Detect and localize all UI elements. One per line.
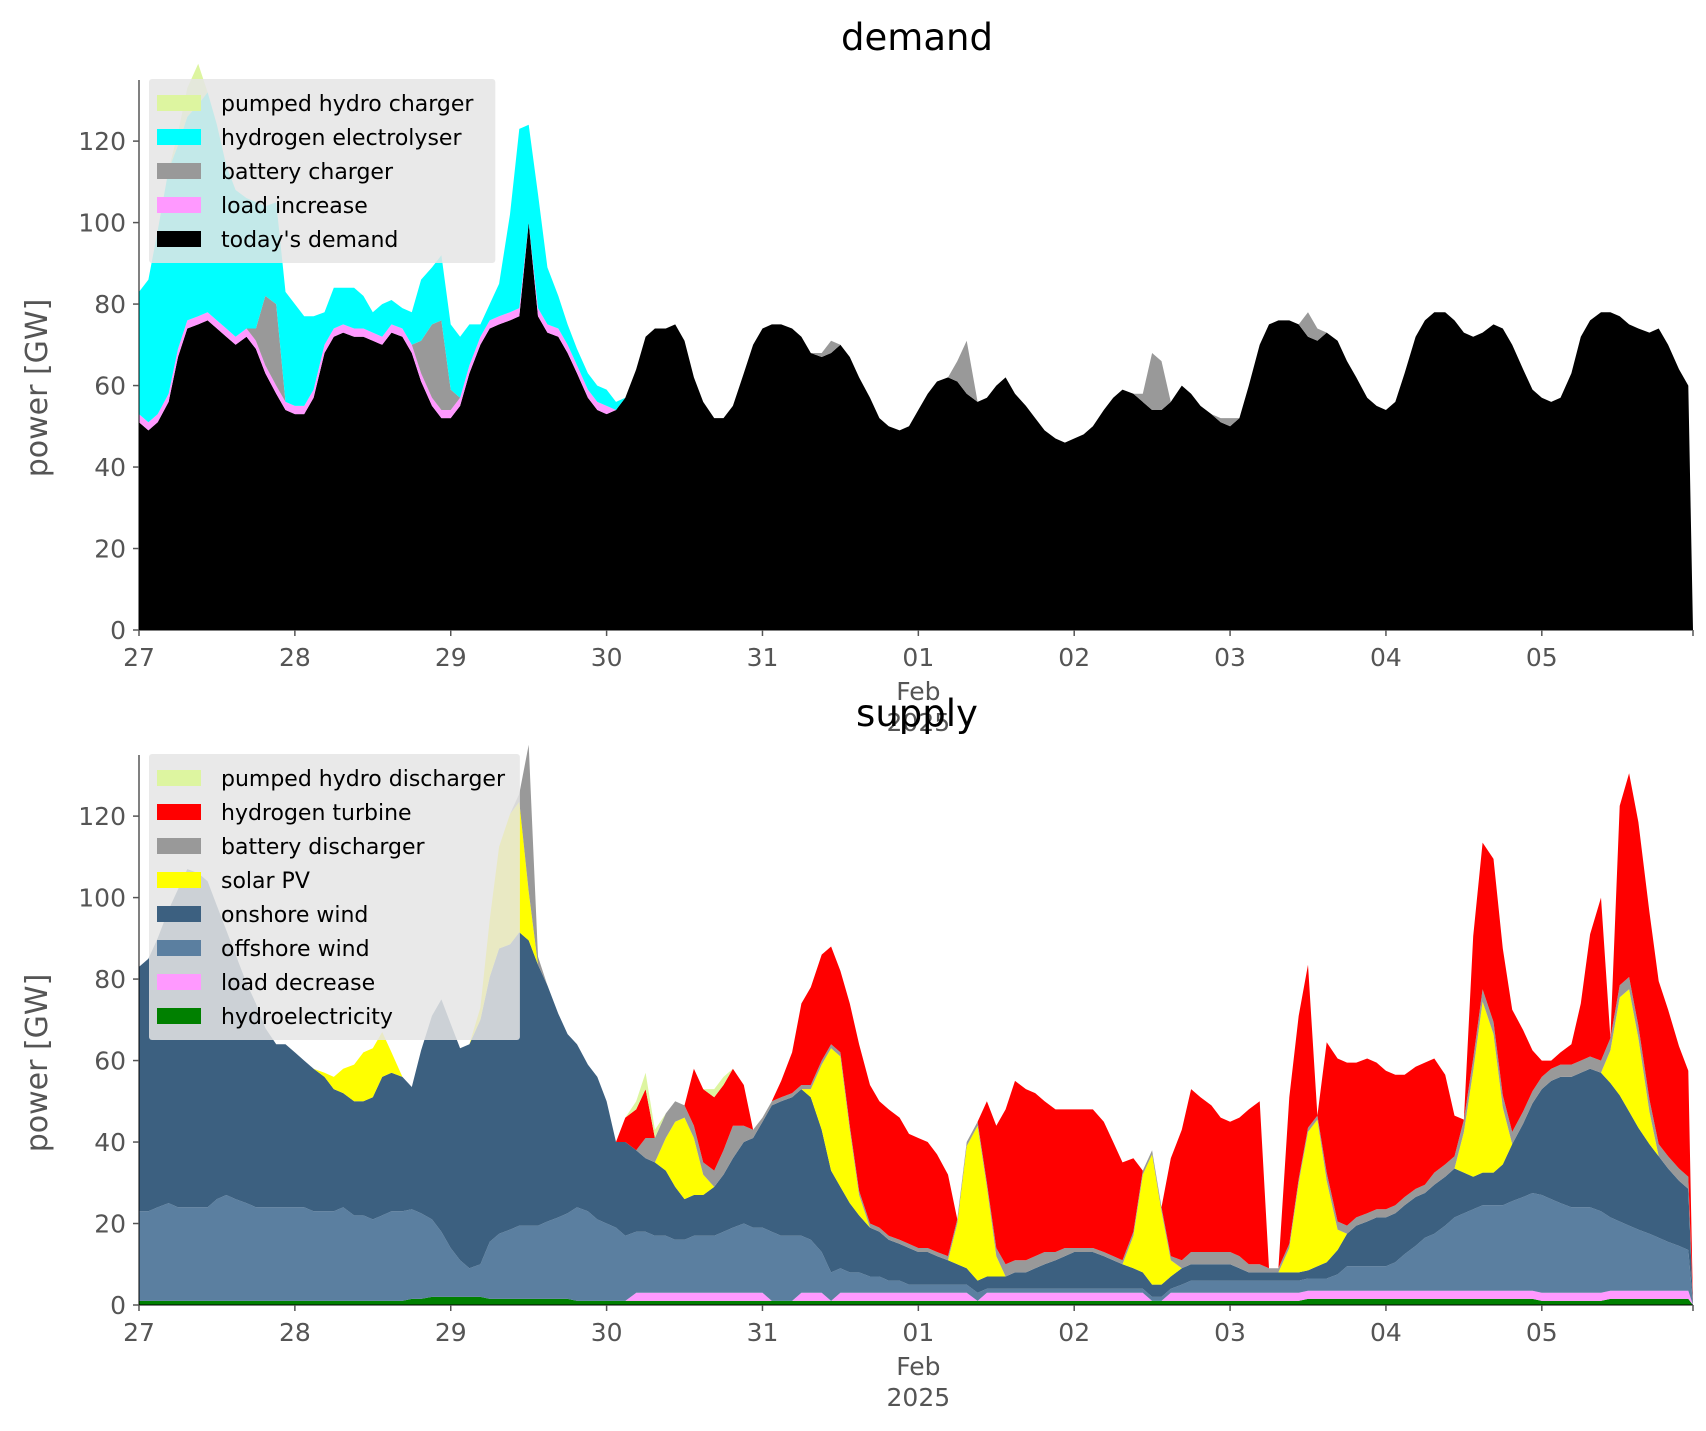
supply-legend-swatch-onshore-wind xyxy=(157,906,201,922)
demand-title: demand xyxy=(841,16,993,59)
supply-legend-swatch-load-decrease xyxy=(157,974,201,990)
supply-legend-label-load-decrease: load decrease xyxy=(221,971,375,996)
demand-legend-swatch-load-increase xyxy=(157,197,201,213)
supply-x-tick-label: 02 xyxy=(1058,1318,1090,1347)
supply-legend-label-pumped-hydro-discharger: pumped hydro discharger xyxy=(221,767,506,792)
supply-y-tick-label: 100 xyxy=(78,884,126,913)
demand-area-today-s-demand xyxy=(139,222,1693,630)
supply-x-tick-label: 04 xyxy=(1370,1318,1402,1347)
supply-y-tick-label: 20 xyxy=(94,1210,126,1239)
supply-x-tick-label: 01 xyxy=(902,1318,934,1347)
supply-x-date-label: Feb xyxy=(896,1352,940,1381)
demand-legend-swatch-pumped-hydro-charger xyxy=(157,95,201,111)
supply-stacked-areas xyxy=(139,744,1693,1305)
supply-x-tick-label: 30 xyxy=(591,1318,623,1347)
supply-y-tick-label: 80 xyxy=(94,965,126,994)
demand-axes: 0 20 40 60 80 100 120 27 28 29 30 31 01 02 03 04 05 Feb20… xyxy=(78,80,1694,737)
supply-legend-label-onshore-wind: onshore wind xyxy=(221,903,368,928)
supply-area-load-decrease xyxy=(139,1290,1693,1305)
supply-area-offshore-wind xyxy=(139,1193,1693,1305)
supply-legend-swatch-offshore-wind xyxy=(157,940,201,956)
demand-y-tick-label: 80 xyxy=(94,290,126,319)
demand-area-hydrogen-electrolyser xyxy=(139,92,1693,630)
supply-legend-swatch-hydroelectricity xyxy=(157,1008,201,1024)
supply-area-hydrogen-turbine xyxy=(139,744,1693,1305)
supply-legend-label-solar-pv: solar PV xyxy=(221,869,310,894)
supply-legend-label-hydrogen-turbine: hydrogen turbine xyxy=(221,801,412,826)
supply-y-tick-label: 0 xyxy=(110,1291,126,1320)
supply-y-tick-label: 120 xyxy=(78,802,126,831)
demand-legend-swatch-hydrogen-electrolyser xyxy=(157,129,201,145)
supply-x-tick-label: 05 xyxy=(1526,1318,1558,1347)
demand-legend-label-battery-charger: battery charger xyxy=(221,160,394,185)
demand-y-tick-label: 120 xyxy=(78,127,126,156)
demand-legend-swatch-today-s-demand xyxy=(157,231,201,247)
supply-y-axis-label: power [GW] xyxy=(20,974,55,1153)
demand-legend: pumped hydro charger hydrogen electrolyse… xyxy=(149,79,496,263)
demand-y-tick-label: 60 xyxy=(94,372,126,401)
demand-x-tick-label: 04 xyxy=(1370,643,1402,672)
supply-legend: pumped hydro discharger hydrogen turbine b… xyxy=(149,754,520,1040)
demand-legend-label-pumped-hydro-charger: pumped hydro charger xyxy=(221,92,474,117)
demand-x-tick-label: 05 xyxy=(1526,643,1558,672)
supply-area-solar-pv xyxy=(139,801,1693,1305)
supply-x-tick-label: 31 xyxy=(747,1318,779,1347)
supply-x-tick-label: 29 xyxy=(435,1318,467,1347)
demand-x-tick-label: 01 xyxy=(902,643,934,672)
demand-x-tick-label: 30 xyxy=(591,643,623,672)
supply-axes: 0 20 40 60 80 100 120 27 28 29 30 31 01 02 03 04 05 Feb20… xyxy=(78,755,1694,1412)
demand-y-tick-label: 0 xyxy=(110,616,126,645)
supply-x-tick-label: 28 xyxy=(279,1318,311,1347)
demand-x-tick-label: 03 xyxy=(1214,643,1246,672)
supply-y-tick-label: 40 xyxy=(94,1128,126,1157)
demand-y-tick-label: 100 xyxy=(78,209,126,238)
supply-legend-swatch-solar-pv xyxy=(157,872,201,888)
demand-x-date-label: Feb xyxy=(896,677,940,706)
demand-x-date-label: 2025 xyxy=(887,708,951,737)
supply-legend-box xyxy=(149,754,520,1040)
supply-x-tick-label: 03 xyxy=(1214,1318,1246,1347)
supply-x-date-label: 2025 xyxy=(887,1383,951,1412)
demand-legend-swatch-battery-charger xyxy=(157,163,201,179)
demand-y-tick-label: 40 xyxy=(94,453,126,482)
demand-x-tick-label: 31 xyxy=(747,643,779,672)
demand-legend-box xyxy=(149,79,496,263)
supply-y-tick-label: 60 xyxy=(94,1047,126,1076)
supply-title: supply xyxy=(856,692,978,735)
demand-x-tick-label: 29 xyxy=(435,643,467,672)
supply-area-hydroelectricity xyxy=(139,1296,1693,1305)
demand-stacked-areas xyxy=(139,63,1693,630)
demand-y-axis-label: power [GW] xyxy=(20,299,55,478)
demand-x-tick-label: 02 xyxy=(1058,643,1090,672)
supply-legend-label-offshore-wind: offshore wind xyxy=(221,937,370,962)
demand-legend-label-today-s-demand: today's demand xyxy=(221,228,398,253)
demand-x-tick-label: 28 xyxy=(279,643,311,672)
demand-legend-label-load-increase: load increase xyxy=(221,194,368,219)
supply-legend-swatch-pumped-hydro-discharger xyxy=(157,770,201,786)
supply-x-tick-label: 27 xyxy=(123,1318,155,1347)
demand-x-tick-label: 27 xyxy=(123,643,155,672)
supply-legend-label-battery-discharger: battery discharger xyxy=(221,835,426,860)
demand-area-battery-charger xyxy=(139,222,1693,630)
demand-y-tick-label: 20 xyxy=(94,535,126,564)
supply-legend-swatch-battery-discharger xyxy=(157,838,201,854)
supply-legend-label-hydroelectricity: hydroelectricity xyxy=(221,1005,393,1030)
demand-legend-label-hydrogen-electrolyser: hydrogen electrolyser xyxy=(221,126,462,151)
supply-area-onshore-wind xyxy=(139,869,1693,1305)
supply-legend-swatch-hydrogen-turbine xyxy=(157,804,201,820)
